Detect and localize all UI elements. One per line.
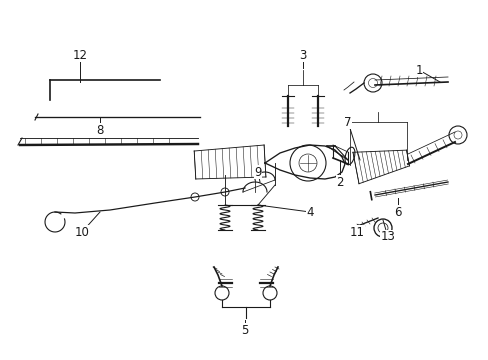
Text: 3: 3 [299, 49, 306, 62]
Text: 9: 9 [254, 166, 261, 179]
Text: 13: 13 [380, 230, 395, 243]
Text: 11: 11 [349, 225, 364, 239]
Text: 10: 10 [74, 225, 89, 239]
Text: 8: 8 [96, 123, 103, 136]
Text: 1: 1 [414, 63, 422, 77]
Text: 12: 12 [72, 49, 87, 62]
Text: 7: 7 [344, 116, 351, 129]
Text: 5: 5 [241, 324, 248, 337]
Text: 4: 4 [305, 206, 313, 219]
Text: 2: 2 [336, 176, 343, 189]
Text: 6: 6 [393, 206, 401, 219]
